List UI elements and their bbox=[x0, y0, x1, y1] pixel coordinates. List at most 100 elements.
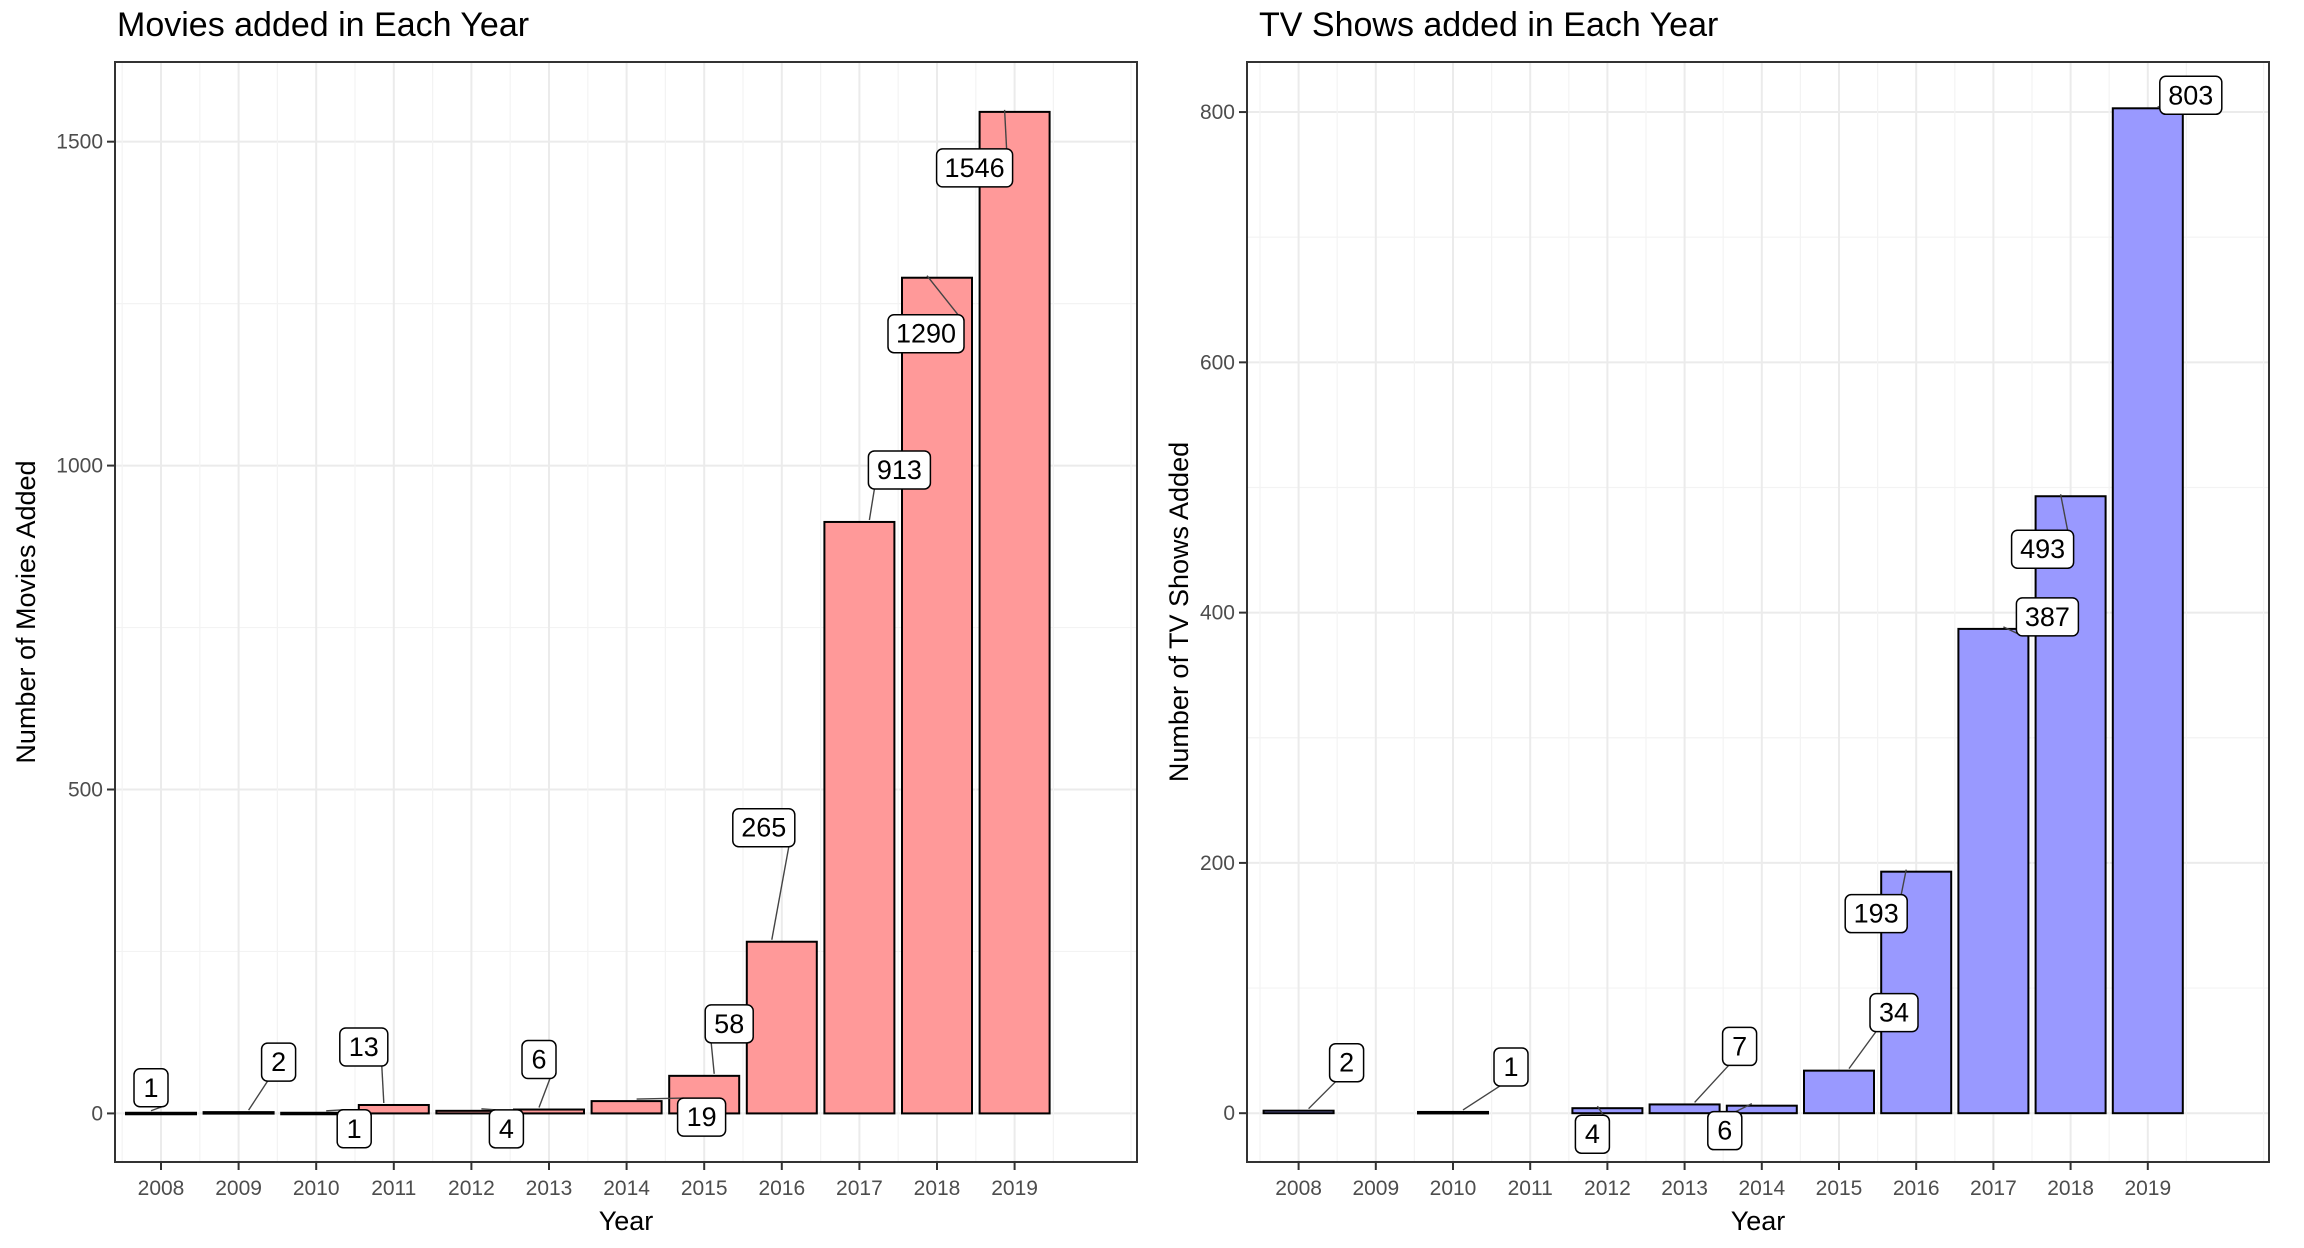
data-label-box bbox=[1844, 893, 1908, 934]
y-tick-label: 400 bbox=[1200, 602, 1235, 625]
data-label: 1 bbox=[1503, 1052, 1518, 1082]
data-label: 34 bbox=[1879, 998, 1909, 1028]
label-leader-line bbox=[1596, 1105, 1604, 1116]
x-tick-label: 2019 bbox=[2124, 1177, 2171, 1200]
x-tick-label: 2015 bbox=[681, 1177, 728, 1200]
label-leader-line bbox=[1308, 1081, 1337, 1110]
data-label: 265 bbox=[741, 813, 786, 843]
x-tick-label: 2011 bbox=[1508, 1177, 1553, 1200]
label-leader-line bbox=[1848, 1031, 1877, 1070]
data-label-box bbox=[1869, 992, 1919, 1033]
bar bbox=[1880, 870, 1953, 1115]
x-tick-label: 2012 bbox=[448, 1177, 495, 1200]
y-tick-label: 500 bbox=[68, 779, 103, 802]
bar bbox=[745, 940, 818, 1115]
label-leader-line bbox=[771, 846, 790, 940]
bar bbox=[590, 1100, 663, 1115]
x-tick-label: 2017 bbox=[836, 1177, 883, 1200]
x-tick-label: 2016 bbox=[758, 1177, 805, 1200]
tv-shows-chart-panel: TV Shows added in Each Year 0 200 400 600 80… bbox=[1152, 0, 2304, 1248]
x-tick-label: 2010 bbox=[293, 1177, 340, 1200]
data-label: 387 bbox=[2025, 602, 2070, 632]
data-label: 58 bbox=[714, 1009, 744, 1039]
data-label-box bbox=[2015, 597, 2080, 637]
y-tick-label: 800 bbox=[1200, 101, 1235, 124]
data-label: 13 bbox=[349, 1032, 379, 1062]
data-label-box bbox=[732, 807, 796, 848]
label-leader-line bbox=[710, 1042, 715, 1074]
x-tick-label: 2010 bbox=[1430, 1177, 1477, 1200]
x-tick-label: 2009 bbox=[1352, 1177, 1399, 1200]
x-tick-label: 2011 bbox=[371, 1177, 416, 1200]
data-label: 1 bbox=[143, 1073, 158, 1103]
data-label-box bbox=[1574, 1114, 1611, 1154]
bar bbox=[513, 1108, 585, 1115]
bar bbox=[1417, 1110, 1489, 1115]
bar bbox=[1262, 1109, 1335, 1115]
label-leader-line bbox=[1735, 1103, 1753, 1113]
data-label-box bbox=[704, 1004, 754, 1044]
data-label-box bbox=[1493, 1047, 1529, 1087]
data-label: 7 bbox=[1732, 1031, 1747, 1061]
chart-title: TV Shows added in Each Year bbox=[1259, 6, 1719, 44]
data-label-box bbox=[133, 1068, 169, 1108]
x-tick-label: 2008 bbox=[1275, 1177, 1322, 1200]
bar bbox=[202, 1111, 275, 1115]
x-tick-label: 2018 bbox=[2047, 1177, 2094, 1200]
y-tick-label: 1000 bbox=[56, 455, 103, 478]
data-label: 6 bbox=[1717, 1116, 1732, 1146]
data-label: 1546 bbox=[945, 153, 1005, 183]
bar bbox=[1725, 1104, 1798, 1115]
bar bbox=[901, 276, 973, 1115]
movies-chart-panel: Movies added in Each Year 0 500 1000 1500 20… bbox=[11, 6, 1138, 1236]
label-leader-line bbox=[868, 488, 876, 521]
data-label-box bbox=[336, 1109, 372, 1149]
bar bbox=[1648, 1103, 1721, 1115]
data-label-box bbox=[935, 148, 1014, 188]
bar bbox=[2111, 107, 2184, 1115]
y-tick-label: 1500 bbox=[56, 131, 103, 154]
data-label-box bbox=[1721, 1026, 1758, 1067]
y-tick-label: 600 bbox=[1200, 351, 1235, 374]
bar bbox=[2034, 495, 2107, 1115]
x-tick-label: 2008 bbox=[138, 1177, 185, 1200]
data-label: 4 bbox=[499, 1114, 514, 1144]
data-label-box bbox=[521, 1039, 557, 1080]
label-leader-line bbox=[248, 1080, 269, 1111]
data-label: 193 bbox=[1854, 899, 1899, 929]
label-leader-line bbox=[1694, 1064, 1730, 1103]
data-label: 2 bbox=[271, 1047, 286, 1077]
data-label-box bbox=[2159, 75, 2223, 116]
chart-title: Movies added in Each Year bbox=[117, 6, 530, 44]
data-label-box bbox=[2010, 529, 2075, 569]
data-label: 1290 bbox=[896, 319, 956, 349]
data-label-box bbox=[1328, 1042, 1365, 1083]
y-axis-title: Number of Movies Added bbox=[11, 460, 41, 763]
bar bbox=[125, 1111, 197, 1116]
label-leader-line bbox=[1900, 869, 1907, 895]
label-leader-line bbox=[538, 1078, 551, 1108]
data-label-box bbox=[260, 1042, 297, 1082]
tv-shows-chart-svg: 0 200 400 600 800 2008 2009 2010 2011 2012 2013 201… bbox=[1164, 61, 2270, 1236]
label-leader-line bbox=[926, 275, 959, 316]
label-leader-line bbox=[1462, 1085, 1501, 1111]
data-label: 913 bbox=[877, 455, 922, 485]
data-label-box bbox=[1707, 1110, 1743, 1151]
data-label: 19 bbox=[687, 1102, 717, 1132]
label-leader-line bbox=[381, 1065, 385, 1104]
data-label: 1 bbox=[347, 1114, 362, 1144]
x-tick-label: 2017 bbox=[1970, 1177, 2017, 1200]
data-label-box bbox=[676, 1097, 727, 1137]
x-tick-label: 2013 bbox=[1661, 1177, 1708, 1200]
x-tick-label: 2019 bbox=[991, 1177, 1038, 1200]
data-label-box bbox=[867, 450, 932, 490]
bar bbox=[1571, 1107, 1644, 1115]
x-tick-label: 2016 bbox=[1893, 1177, 1940, 1200]
movies-chart-svg: 0 500 1000 1500 2008 2009 2010 2011 2012 2013 2014… bbox=[11, 61, 1138, 1236]
x-axis-title: Year bbox=[1731, 1206, 1786, 1236]
y-tick-label: 0 bbox=[91, 1102, 103, 1125]
x-tick-label: 2015 bbox=[1816, 1177, 1863, 1200]
data-label-box bbox=[488, 1109, 525, 1149]
x-tick-label: 2009 bbox=[215, 1177, 262, 1200]
bar bbox=[978, 110, 1051, 1115]
